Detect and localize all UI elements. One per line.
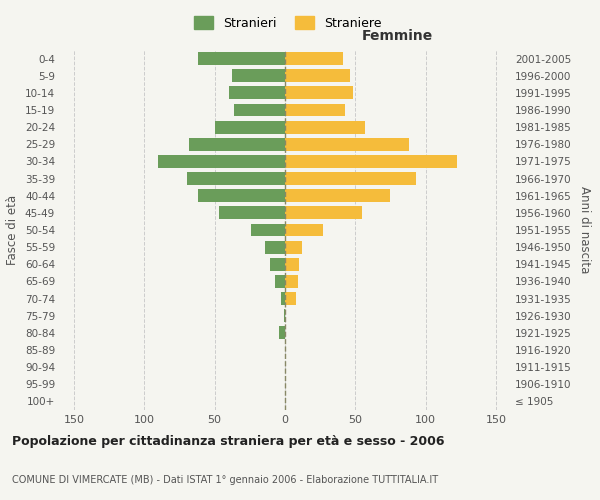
Bar (285, 292, 296, 305)
Bar (285, 240, 302, 254)
Bar (251, 224, 285, 236)
Bar (235, 104, 285, 117)
Bar (285, 155, 457, 168)
Bar (269, 258, 285, 270)
Bar (285, 104, 346, 117)
Bar (285, 190, 391, 202)
Text: COMUNE DI VIMERCATE (MB) - Dati ISTAT 1° gennaio 2006 - Elaborazione TUTTITALIA.: COMUNE DI VIMERCATE (MB) - Dati ISTAT 1°… (12, 475, 438, 485)
Text: Femmine: Femmine (362, 29, 433, 43)
Y-axis label: Fasce di età: Fasce di età (7, 195, 19, 265)
Bar (285, 52, 343, 65)
Bar (284, 310, 285, 322)
Bar (285, 206, 362, 220)
Bar (265, 240, 285, 254)
Bar (187, 172, 285, 185)
Bar (229, 86, 285, 100)
Bar (285, 275, 298, 288)
Bar (198, 190, 285, 202)
Bar (281, 292, 285, 305)
Bar (285, 224, 323, 236)
Bar (275, 275, 285, 288)
Bar (285, 86, 353, 100)
Text: Popolazione per cittadinanza straniera per età e sesso - 2006: Popolazione per cittadinanza straniera p… (12, 434, 445, 448)
Bar (219, 206, 285, 220)
Bar (232, 70, 285, 82)
Bar (285, 120, 365, 134)
Bar (285, 70, 350, 82)
Bar (158, 155, 285, 168)
Y-axis label: Anni di nascita: Anni di nascita (578, 186, 591, 274)
Bar (190, 138, 285, 150)
Bar (285, 138, 409, 150)
Bar (285, 258, 299, 270)
Bar (280, 326, 285, 340)
Bar (215, 120, 285, 134)
Bar (285, 172, 416, 185)
Bar (198, 52, 285, 65)
Legend: Stranieri, Straniere: Stranieri, Straniere (190, 11, 386, 35)
